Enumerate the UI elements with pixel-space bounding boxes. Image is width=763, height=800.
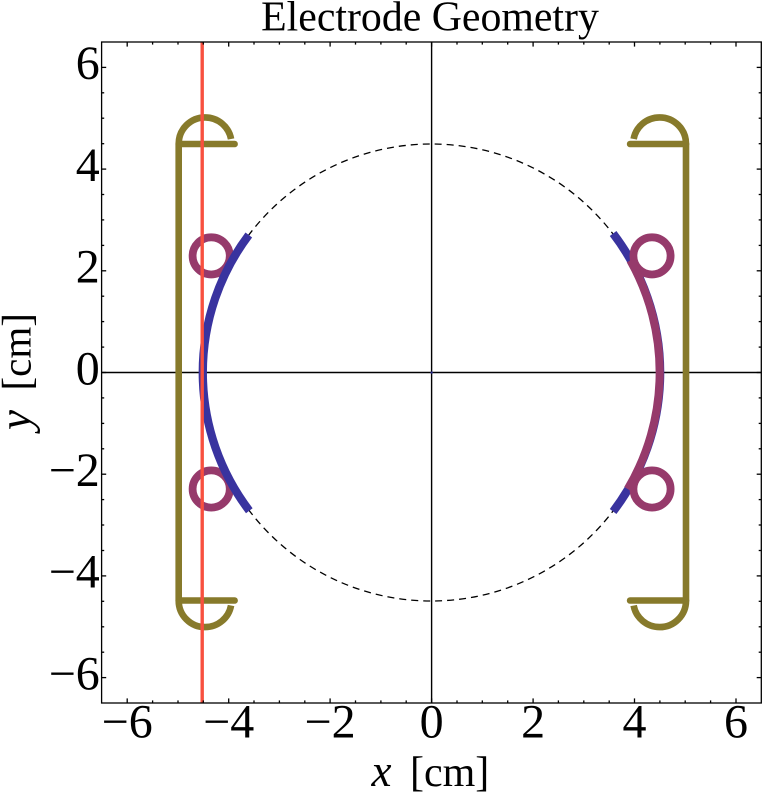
svg-text:−6: −6 <box>102 696 153 749</box>
svg-text:−4: −4 <box>49 546 100 599</box>
svg-text:−2: −2 <box>49 444 100 497</box>
svg-text:−6: −6 <box>49 647 100 700</box>
svg-text:2: 2 <box>521 696 545 749</box>
svg-text:[cm]: [cm] <box>0 313 40 390</box>
svg-text:4: 4 <box>623 696 647 749</box>
svg-text:0: 0 <box>420 696 444 749</box>
svg-text:0: 0 <box>76 342 100 395</box>
svg-text:−4: −4 <box>203 696 254 749</box>
svg-text:Electrode Geometry: Electrode Geometry <box>261 0 599 40</box>
svg-text:y: y <box>0 410 41 434</box>
svg-text:6: 6 <box>76 37 100 90</box>
svg-text:4: 4 <box>76 139 100 192</box>
svg-text:[cm]: [cm] <box>410 750 489 796</box>
svg-text:−2: −2 <box>305 696 356 749</box>
svg-text:x: x <box>371 746 392 796</box>
svg-text:6: 6 <box>724 696 748 749</box>
svg-text:2: 2 <box>76 241 100 294</box>
